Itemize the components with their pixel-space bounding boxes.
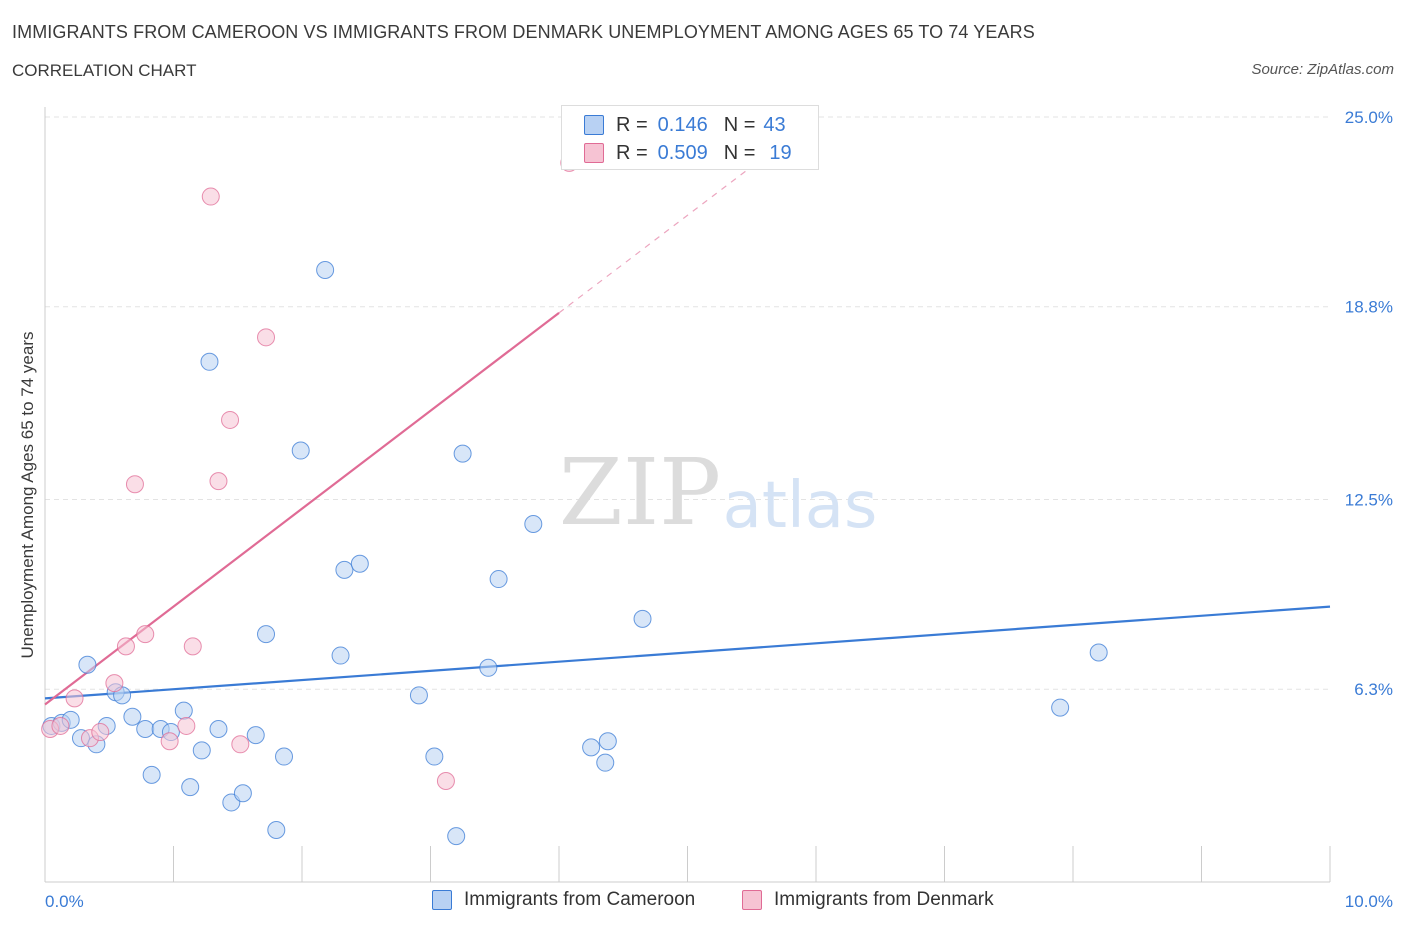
data-point-cameroon (489, 570, 508, 589)
data-point-denmark (221, 410, 240, 429)
x-tick-label: 0.0% (45, 892, 84, 911)
y-tick-label: 6.3% (1354, 680, 1393, 699)
watermark: ZIP atlas (559, 439, 877, 546)
data-point-denmark (436, 772, 455, 791)
legend-r-value-denmark: 0.509 (657, 141, 708, 164)
data-point-cameroon (524, 514, 543, 533)
legend-row-cameroon: R = 0.146 N = 43 (584, 113, 786, 137)
data-point-denmark (201, 187, 220, 206)
data-point-cameroon (582, 738, 601, 757)
data-point-cameroon (331, 646, 350, 665)
bottom-legend-swatch-denmark (742, 890, 762, 910)
data-point-cameroon (174, 701, 193, 720)
gridlines (45, 116, 1330, 690)
data-point-cameroon (596, 753, 615, 772)
data-point-denmark (91, 723, 110, 742)
data-point-cameroon (267, 820, 286, 839)
data-point-denmark (257, 328, 276, 347)
data-point-denmark (209, 472, 228, 491)
legend-r-label: R = (616, 113, 648, 136)
y-tick-label: 18.8% (1345, 298, 1393, 317)
legend-n-value-cameroon: 43 (763, 113, 786, 136)
data-point-denmark (65, 689, 84, 708)
bottom-legend-denmark: Immigrants from Denmark (742, 889, 994, 911)
chart-subtitle: CORRELATION CHART (12, 61, 197, 80)
data-point-denmark (136, 625, 155, 644)
data-point-cameroon (142, 765, 161, 784)
data-point-denmark (177, 716, 196, 735)
data-point-cameroon (275, 747, 294, 766)
chart-title: IMMIGRANTS FROM CAMEROON VS IMMIGRANTS F… (12, 22, 1035, 42)
data-point-cameroon (633, 609, 652, 628)
trend-line-dashed-1 (558, 156, 765, 314)
legend-row-denmark: R = 0.509 N = 19 (584, 141, 792, 165)
watermark-zip: ZIP (559, 439, 721, 546)
data-point-cameroon (233, 784, 252, 803)
trend-line-0 (44, 605, 1331, 700)
legend-swatch-cameroon (584, 115, 604, 135)
bottom-legend-label-cameroon: Immigrants from Cameroon (464, 889, 696, 910)
data-point-denmark (105, 674, 124, 693)
legend-n-value-denmark: 19 (769, 141, 792, 164)
data-point-denmark (231, 735, 250, 754)
data-point-cameroon (447, 827, 466, 846)
legend-r-value-cameroon: 0.146 (657, 113, 708, 136)
data-point-cameroon (136, 720, 155, 738)
data-point-cameroon (246, 726, 265, 745)
trend-lines (44, 156, 1331, 706)
legend-n-label: N = (723, 113, 756, 136)
data-point-denmark (116, 637, 135, 656)
data-point-denmark (51, 716, 70, 735)
tick-labels: 6.3% 12.5% 18.8% 25.0% 0.0% 10.0% (45, 108, 1393, 911)
data-point-cameroon (453, 444, 472, 463)
data-point-cameroon (200, 352, 219, 371)
correlation-legend: R = 0.146 N = 43 R = 0.509 N = 19 (561, 105, 819, 170)
data-point-denmark (125, 475, 144, 494)
data-point-cameroon (425, 747, 444, 766)
legend-n-label: N = (723, 141, 756, 164)
data-point-cameroon (291, 441, 310, 460)
data-point-cameroon (316, 261, 335, 279)
data-point-cameroon (209, 720, 228, 738)
bottom-legend-swatch-cameroon (432, 890, 452, 910)
data-point-cameroon (78, 655, 97, 674)
data-point-cameroon (598, 732, 617, 751)
data-point-cameroon (335, 560, 354, 579)
chart-source: Source: ZipAtlas.com (1251, 61, 1394, 78)
data-point-cameroon (479, 658, 498, 677)
data-point-cameroon (1089, 643, 1108, 662)
data-point-cameroon (350, 554, 369, 573)
data-point-cameroon (1051, 698, 1070, 717)
bottom-legend-label-denmark: Immigrants from Denmark (774, 889, 994, 910)
axes (44, 107, 1331, 883)
data-points (41, 153, 1108, 846)
data-point-cameroon (192, 741, 211, 760)
data-point-cameroon (181, 778, 200, 797)
data-point-cameroon (123, 707, 142, 726)
watermark-atlas: atlas (723, 469, 878, 543)
data-point-denmark (160, 732, 179, 751)
y-tick-label: 12.5% (1345, 491, 1393, 510)
legend-swatch-denmark (584, 143, 604, 163)
data-point-cameroon (409, 686, 428, 705)
data-point-denmark (183, 637, 202, 656)
y-tick-label: 25.0% (1345, 108, 1393, 127)
x-tick-label: 10.0% (1345, 892, 1393, 911)
legend-r-label: R = (616, 141, 648, 164)
bottom-legend-cameroon: Immigrants from Cameroon (432, 889, 695, 911)
data-point-cameroon (257, 625, 276, 644)
